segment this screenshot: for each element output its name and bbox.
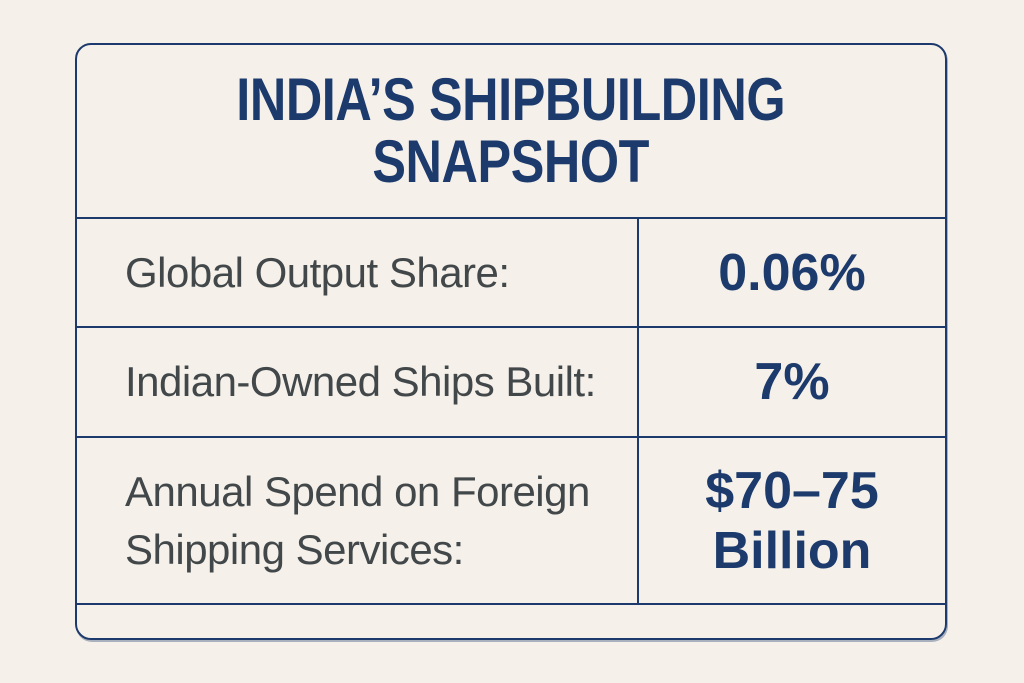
table-row: Annual Spend on Foreign Shipping Service… bbox=[77, 436, 945, 603]
table-row: Indian-Owned Ships Built: 7% bbox=[77, 326, 945, 436]
row-value: 0.06% bbox=[718, 243, 866, 302]
title-line-1: INDIA’S SHIPBUILDING bbox=[236, 66, 786, 133]
footer-strip bbox=[77, 603, 945, 638]
row-label: Indian-Owned Ships Built: bbox=[77, 328, 639, 436]
row-value: $70–75 Billion bbox=[705, 461, 879, 580]
title-line-2: SNAPSHOT bbox=[372, 128, 650, 195]
row-value: 7% bbox=[754, 353, 830, 411]
table-row: Global Output Share: 0.06% bbox=[77, 217, 945, 326]
snapshot-card: INDIA’S SHIPBUILDING SNAPSHOT Global Out… bbox=[75, 43, 947, 640]
row-label: Global Output Share: bbox=[77, 219, 639, 326]
row-label: Annual Spend on Foreign Shipping Service… bbox=[77, 438, 639, 603]
card-title: INDIA’S SHIPBUILDING SNAPSHOT bbox=[77, 45, 945, 217]
